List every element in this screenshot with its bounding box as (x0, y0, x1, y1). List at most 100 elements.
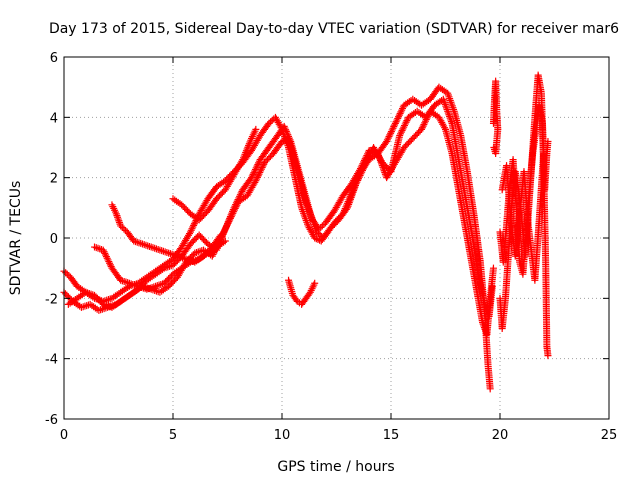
data-point-marker (392, 118, 400, 126)
data-point-marker (356, 171, 364, 179)
data-point-marker (253, 175, 261, 183)
data-point-marker (445, 111, 453, 119)
data-point-marker (362, 158, 370, 166)
data-point-marker (251, 167, 259, 175)
data-point-marker (112, 210, 120, 218)
data-point-marker (444, 109, 452, 117)
data-point-marker (252, 177, 260, 185)
data-point-marker (481, 302, 489, 310)
data-point-marker (253, 162, 261, 170)
x-tick-label: 15 (383, 428, 400, 443)
data-point-marker (234, 196, 242, 204)
y-tick-label: 6 (50, 51, 58, 66)
data-point-marker (283, 129, 291, 137)
data-point-marker (447, 118, 455, 126)
data-point-marker (267, 118, 275, 126)
data-point-marker (444, 107, 452, 115)
data-point-marker (158, 247, 166, 255)
data-point-marker (363, 157, 371, 165)
data-point-marker (106, 261, 114, 269)
x-tick-label: 0 (60, 428, 68, 443)
data-point-marker (343, 204, 351, 212)
data-point-marker (106, 259, 114, 267)
data-point-marker (79, 303, 87, 311)
data-point-marker (81, 302, 89, 310)
y-tick-label: 4 (50, 111, 58, 126)
x-tick-label: 5 (169, 428, 177, 443)
data-point-marker (419, 122, 427, 130)
data-point-marker (159, 247, 167, 255)
data-point-marker (253, 173, 261, 181)
data-point-marker (360, 163, 368, 171)
data-point-marker (355, 173, 363, 181)
data-point-marker (420, 120, 428, 128)
data-point-marker (397, 108, 405, 116)
data-point-marker (481, 300, 489, 308)
data-point-marker (351, 183, 359, 191)
data-point-marker (186, 228, 194, 236)
data-point-marker (365, 153, 373, 161)
data-point-marker (401, 120, 409, 128)
data-point-marker (366, 150, 374, 158)
data-point-marker (163, 248, 171, 256)
data-point-marker (384, 134, 392, 142)
data-point-marker (92, 244, 100, 252)
data-point-marker (102, 253, 110, 261)
data-point-marker (389, 124, 397, 132)
data-point-marker (282, 127, 290, 135)
data-point-marker (251, 165, 259, 173)
data-point-marker (418, 125, 426, 133)
data-point-marker (105, 258, 113, 266)
data-point-marker (421, 119, 429, 127)
data-point-marker (257, 165, 265, 173)
data-point-marker (383, 136, 391, 144)
data-point-marker (258, 164, 266, 172)
data-point-marker (114, 215, 122, 223)
data-point-marker (441, 100, 449, 108)
y-tick-label: -4 (45, 353, 58, 368)
data-point-marker (358, 167, 366, 175)
data-point-marker (236, 191, 244, 199)
data-point-marker (145, 242, 153, 250)
data-point-marker (361, 162, 369, 170)
data-point-marker (441, 124, 449, 132)
data-point-marker (441, 99, 449, 107)
data-point-marker (278, 137, 286, 145)
data-point-marker (346, 197, 354, 205)
data-point-marker (255, 170, 263, 178)
data-point-marker (395, 111, 403, 119)
data-point-marker (344, 202, 352, 210)
data-point-marker (366, 152, 374, 160)
data-point-marker (250, 169, 258, 177)
data-point-marker (137, 239, 145, 247)
data-point-marker (439, 95, 447, 103)
data-point-marker (385, 133, 393, 141)
data-point-marker (118, 223, 126, 231)
data-point-marker (318, 222, 326, 230)
data-point-marker (256, 168, 264, 176)
data-point-marker (120, 225, 128, 233)
data-point-marker (152, 245, 160, 253)
data-point-marker (231, 202, 239, 210)
data-point-marker (350, 187, 358, 195)
data-point-marker (350, 185, 358, 193)
data-point-marker (390, 123, 398, 131)
data-point-marker (221, 237, 229, 245)
data-point-marker (447, 116, 455, 124)
data-point-marker (398, 126, 406, 134)
data-point-marker (232, 201, 240, 209)
data-point-marker (99, 246, 107, 254)
data-point-marker (418, 124, 426, 132)
data-point-marker (400, 122, 408, 130)
data-point-marker (284, 131, 292, 139)
data-point-marker (147, 243, 155, 251)
data-point-marker (400, 123, 408, 131)
data-point-marker (391, 121, 399, 129)
data-point-marker (91, 243, 99, 251)
data-point-marker (252, 125, 260, 133)
data-point-marker (122, 278, 130, 286)
data-point-marker (490, 144, 498, 151)
data-point-marker (393, 116, 401, 124)
data-point-marker (396, 109, 404, 117)
